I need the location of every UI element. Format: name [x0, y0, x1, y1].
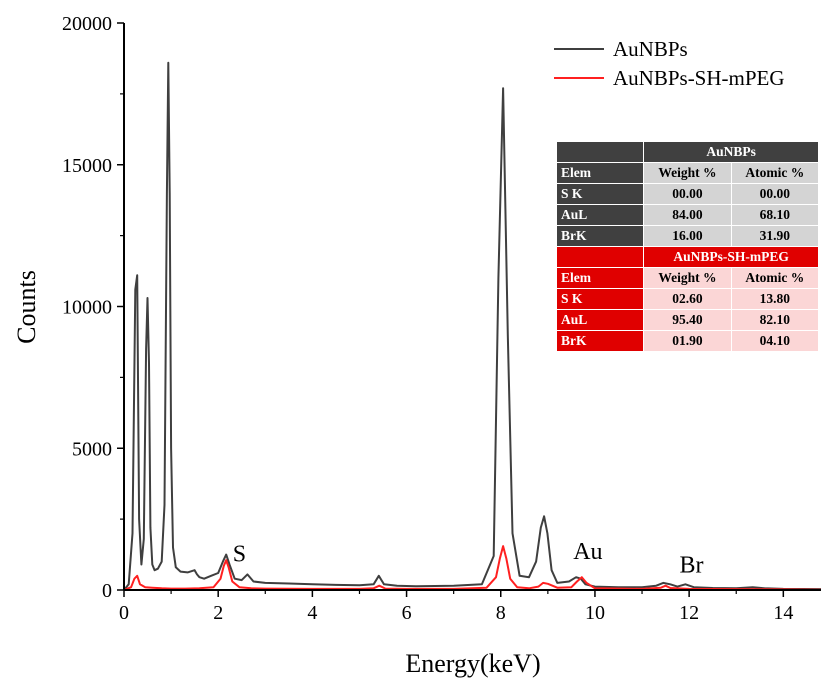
column-header: Elem: [555, 162, 645, 184]
legend: AuNBPs AuNBPs-SH-mPEG: [554, 37, 785, 90]
x-tick-label: 2: [213, 602, 223, 624]
x-tick-label: 14: [773, 602, 793, 624]
x-tick-label: 12: [679, 602, 699, 624]
table-row: AuL 95.40 82.10: [555, 309, 820, 331]
column-header: Elem: [555, 267, 645, 289]
table-cell: 04.10: [730, 330, 820, 352]
table-cell: 82.10: [730, 309, 820, 331]
table-cell: 31.90: [730, 225, 820, 247]
x-tick-label: 4: [307, 602, 317, 624]
table-group-header: AuNBPs-SH-mPEG: [555, 246, 819, 268]
y-tick-label: 10000: [62, 297, 112, 319]
table-cell: S K: [555, 288, 645, 310]
plot-area: [123, 61, 821, 591]
x-tick-label: 6: [402, 602, 412, 624]
table-cell: 01.90: [643, 330, 732, 352]
column-header: Atomic %: [730, 162, 820, 184]
series-line-auNBPs-sh-mpeg: [123, 545, 821, 591]
table-cell: AuL: [555, 204, 645, 226]
table-cell: 02.60: [643, 288, 732, 310]
table-cell: S K: [555, 183, 645, 205]
series-line-auNBPs: [123, 61, 821, 591]
y-axis-title: Counts: [12, 270, 41, 344]
table-cell: 00.00: [643, 183, 732, 205]
table-cell: 95.40: [643, 309, 732, 331]
table-cell: AuL: [555, 309, 645, 331]
y-tick-label: 20000: [62, 13, 112, 35]
x-ticks: 0 2 4 6 8 10 12 14: [119, 590, 793, 624]
x-axis-title: Energy(keV): [405, 649, 540, 678]
x-tick-label: 10: [585, 602, 605, 624]
table-row: BrK 16.00 31.90: [555, 225, 820, 247]
peak-label: S: [233, 542, 246, 568]
x-tick-label: 8: [496, 602, 506, 624]
group-title: AuNBPs-SH-mPEG: [643, 246, 819, 268]
legend-label-auNBPs-sh-mpeg: AuNBPs-SH-mPEG: [613, 66, 785, 90]
table-cell: 68.10: [730, 204, 820, 226]
y-tick-label: 15000: [62, 155, 112, 177]
table-row: S K 00.00 00.00: [555, 183, 820, 205]
table-row: AuL 84.00 68.10: [555, 204, 820, 226]
x-tick-label: 0: [119, 602, 129, 624]
column-header: Atomic %: [730, 267, 820, 289]
table-cell: 00.00: [730, 183, 820, 205]
peak-label: Br: [679, 552, 703, 578]
column-header: Weight %: [643, 267, 732, 289]
y-ticks: 0 5000 10000 15000 20000: [62, 13, 124, 602]
table-group-header: AuNBPs: [555, 141, 819, 163]
table-cell: 16.00: [643, 225, 732, 247]
table-cell: BrK: [555, 330, 645, 352]
column-header: Weight %: [643, 162, 732, 184]
y-tick-label: 5000: [72, 438, 112, 460]
table-column-header: Elem Weight % Atomic %: [555, 162, 820, 184]
table-column-header: Elem Weight % Atomic %: [555, 267, 820, 289]
table-cell: BrK: [555, 225, 645, 247]
peak-label: Au: [573, 539, 602, 565]
y-tick-label: 0: [102, 580, 112, 602]
legend-label-auNBPs: AuNBPs: [613, 37, 688, 61]
eds-composition-table: AuNBPs Elem Weight % Atomic % S K 00.00 …: [555, 141, 820, 352]
group-title: AuNBPs: [643, 141, 819, 163]
table-cell: 84.00: [643, 204, 732, 226]
table-row: S K 02.60 13.80: [555, 288, 820, 310]
peak-annotations: S Au Br: [233, 539, 704, 579]
table-cell: 13.80: [730, 288, 820, 310]
table-row: BrK 01.90 04.10: [555, 330, 820, 352]
